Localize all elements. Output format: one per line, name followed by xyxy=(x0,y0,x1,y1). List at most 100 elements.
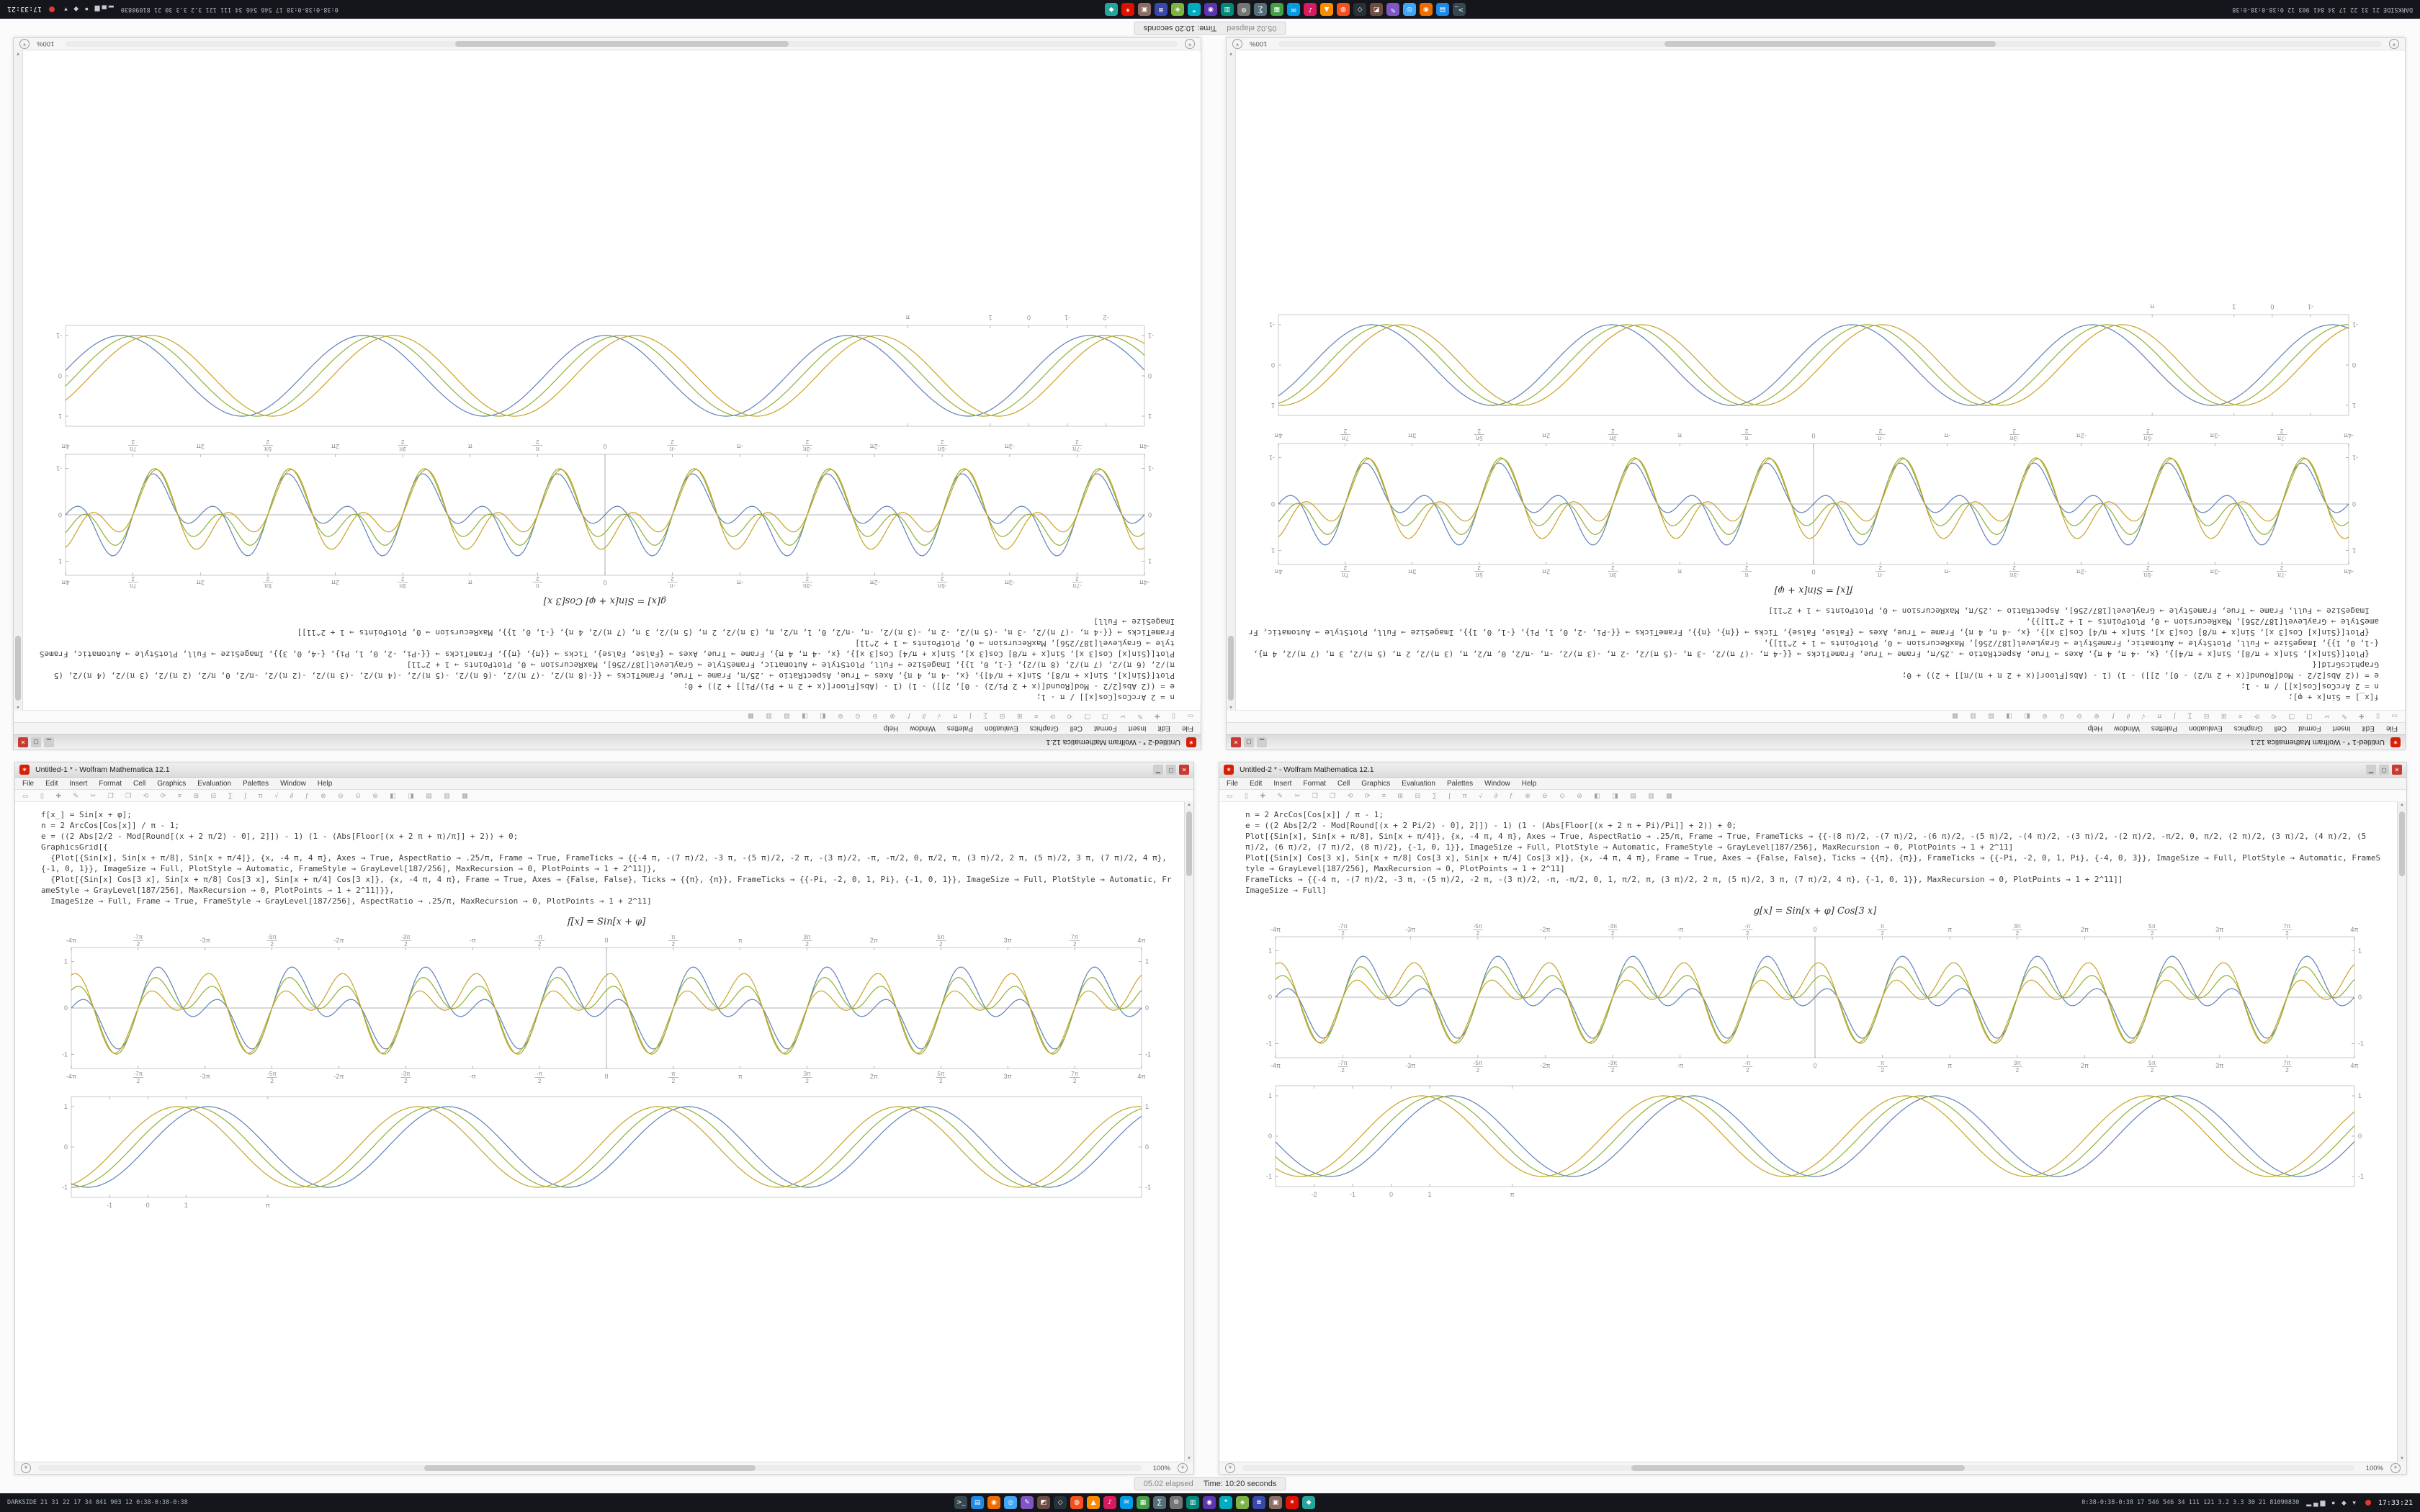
horizontal-scrollbar[interactable] xyxy=(1278,41,2382,47)
taskbar-icon-maps[interactable]: ◈ xyxy=(1170,3,1184,16)
menu-item[interactable]: Help xyxy=(1521,779,1537,788)
menu-item[interactable]: Insert xyxy=(69,779,88,788)
add-cell-button[interactable]: + xyxy=(1178,1463,1188,1473)
taskbar-icon-gimp[interactable]: ◩ xyxy=(1037,1496,1051,1509)
toolbar-icons[interactable]: ▭ ▯ ✚ ✎ ✂ ❐ ❒ ⟲ ⟳ ≡ ⊞ ⊟ ∑ ∫ π √ ∂ ƒ ⊕ ⊖ … xyxy=(22,791,473,799)
taskbar-icon-gimp[interactable]: ◩ xyxy=(1369,3,1383,16)
scrollbar-thumb[interactable] xyxy=(1228,636,1234,701)
taskbar-icon-archive[interactable]: ▣ xyxy=(1269,1496,1283,1509)
taskbar-icon-blender[interactable]: ◍ xyxy=(1070,1496,1084,1509)
menu-item[interactable]: File xyxy=(1181,724,1193,733)
menu-item[interactable]: Edit xyxy=(1250,779,1263,788)
taskbar-icon-wolfram[interactable]: ✶ xyxy=(1121,3,1134,16)
code-line[interactable]: {Plot[{Sin[x] Cos[3 x], Sin[x + π/8] Cos… xyxy=(41,875,1172,895)
menu-item[interactable]: Edit xyxy=(2362,724,2375,733)
code-line[interactable]: n = 2 ArcCos[Cos[x]] / π - 1; xyxy=(2240,682,2379,691)
maximize-button[interactable]: ▢ xyxy=(2379,765,2389,775)
menu-item[interactable]: Palettes xyxy=(1447,779,1474,788)
taskbar-icon-calendar[interactable]: ▦ xyxy=(1137,1496,1150,1509)
taskbar-icon-camera[interactable]: ◉ xyxy=(1204,3,1217,16)
code-line[interactable]: f[x_] = Sin[x + φ]; xyxy=(41,810,132,819)
menu-item[interactable]: File xyxy=(22,779,35,788)
scroll-up-icon[interactable]: ▲ xyxy=(1187,803,1191,807)
menu-item[interactable]: Window xyxy=(910,724,936,733)
taskbar-icon-files[interactable]: ▤ xyxy=(1435,3,1449,16)
code-line[interactable]: n = 2 ArcCos[Cos[x]] / π - 1; xyxy=(1036,693,1175,702)
menu-item[interactable]: Edit xyxy=(1157,724,1170,733)
code-line[interactable]: {Plot[{Sin[x], Sin[x + π/8], Sin[x + π/4… xyxy=(41,853,1172,873)
close-button[interactable]: ✕ xyxy=(1231,737,1241,747)
menu-item[interactable]: Graphics xyxy=(157,779,187,788)
add-cell-button[interactable]: + xyxy=(19,39,30,49)
menu-item[interactable]: Help xyxy=(2087,724,2103,733)
menu-item[interactable]: Help xyxy=(317,779,333,788)
code-line[interactable]: FrameTicks → {{-4 π, -(7 π)/2, -3 π, -(5… xyxy=(1245,875,2123,884)
taskbar-icon-settings[interactable]: ⚙ xyxy=(1170,1496,1183,1509)
taskbar-icon-inkscape[interactable]: ◇ xyxy=(1054,1496,1067,1509)
menu-item[interactable]: Graphics xyxy=(1029,724,1059,733)
scroll-down-icon[interactable]: ▼ xyxy=(16,51,20,55)
taskbar-icon-inkscape[interactable]: ◇ xyxy=(1353,3,1366,16)
taskbar-icon-editor[interactable]: ✎ xyxy=(1386,3,1399,16)
menu-item[interactable]: Insert xyxy=(1128,724,1147,733)
taskbar-icon-maps[interactable]: ◈ xyxy=(1236,1496,1250,1509)
tray-icons[interactable]: ▂▄▆ ● ◆ ▾ xyxy=(2306,1498,2358,1506)
close-button[interactable]: ✕ xyxy=(18,737,28,747)
menu-item[interactable]: Help xyxy=(883,724,899,733)
menu-item[interactable]: Graphics xyxy=(2233,724,2263,733)
status-menu-button[interactable]: + xyxy=(1225,1463,1235,1473)
taskbar-icon-files[interactable]: ▤ xyxy=(971,1496,985,1509)
taskbar-icon-music[interactable]: ♪ xyxy=(1303,3,1317,16)
menu-item[interactable]: Cell xyxy=(1337,779,1350,788)
taskbar-icon-vlc[interactable]: ▲ xyxy=(1087,1496,1101,1509)
menu-item[interactable]: Graphics xyxy=(1361,779,1391,788)
horizontal-scrollbar[interactable] xyxy=(1242,1465,2354,1471)
menu-item[interactable]: Evaluation xyxy=(1402,779,1435,788)
menu-item[interactable]: Window xyxy=(1484,779,1510,788)
code-line[interactable]: e = ((2 Abs[2/2 - Mod[Round[(x + 2 π/2) … xyxy=(41,832,519,841)
taskbar-icon-store[interactable]: ◆ xyxy=(1104,3,1118,16)
menu-item[interactable]: File xyxy=(1227,779,1239,788)
code-line[interactable]: ImageSize → Full, Frame → True, FrameSty… xyxy=(41,896,652,906)
hscroll-thumb[interactable] xyxy=(454,41,789,47)
titlebar[interactable]: ✶ Untitled-2 * - Wolfram Mathematica 12.… xyxy=(14,734,1201,750)
taskbar-icon-monitor[interactable]: ▥ xyxy=(1220,3,1234,16)
status-menu-button[interactable]: + xyxy=(21,1463,31,1473)
code-line[interactable]: {Plot[{Sin[x] Cos[3 x], Sin[x + π/8] Cos… xyxy=(1248,617,2379,637)
code-line[interactable]: n = 2 ArcCos[Cos[x]] / π - 1; xyxy=(1245,810,1384,819)
code-line[interactable]: e = ((2 Abs[2/2 - Mod[Round[(x + 2 Pi/2)… xyxy=(683,682,1175,691)
menu-item[interactable]: Format xyxy=(2298,724,2321,733)
scroll-down-icon[interactable]: ▼ xyxy=(1229,51,1233,55)
menu-item[interactable]: Evaluation xyxy=(197,779,231,788)
menu-item[interactable]: Format xyxy=(1303,779,1327,788)
add-cell-button[interactable]: + xyxy=(1232,39,1242,49)
vertical-scrollbar[interactable]: ▲ ▼ xyxy=(1184,801,1193,1462)
taskbar-icon-monitor[interactable]: ▥ xyxy=(1186,1496,1200,1509)
menu-item[interactable]: Insert xyxy=(1273,779,1292,788)
status-menu-button[interactable]: + xyxy=(1185,39,1195,49)
titlebar[interactable]: ✶ Untitled-2 * - Wolfram Mathematica 12.… xyxy=(1219,762,2406,778)
vertical-scrollbar[interactable]: ▲ ▼ xyxy=(14,50,23,711)
code-line[interactable]: ImageSize → Full, Frame → True, FrameSty… xyxy=(1768,606,2379,616)
titlebar[interactable]: ✶ Untitled-1 * - Wolfram Mathematica 12.… xyxy=(15,762,1193,778)
taskbar-icon-chromium[interactable]: ◎ xyxy=(1004,1496,1018,1509)
menu-item[interactable]: Palettes xyxy=(946,724,973,733)
taskbar-icon-chat[interactable]: ❝ xyxy=(1187,3,1201,16)
taskbar-icon-store[interactable]: ◆ xyxy=(1302,1496,1316,1509)
taskbar-icon-archive[interactable]: ▣ xyxy=(1137,3,1151,16)
code-line[interactable]: GraphicsGrid[{ xyxy=(41,842,108,852)
taskbar-icon-editor[interactable]: ✎ xyxy=(1021,1496,1034,1509)
tray-icons[interactable]: ▂▄▆ ● ◆ ▾ xyxy=(62,6,114,14)
menu-item[interactable]: Evaluation xyxy=(985,724,1018,733)
code-line[interactable]: Plot[{Sin[x], Sin[x + π/8], Sin[x + π/4]… xyxy=(49,660,1175,680)
minimize-button[interactable]: ▁ xyxy=(44,737,54,747)
taskbar-icon-calendar[interactable]: ▦ xyxy=(1270,3,1283,16)
menu-item[interactable]: Palettes xyxy=(2151,724,2177,733)
menu-item[interactable]: Edit xyxy=(45,779,58,788)
menu-item[interactable]: Format xyxy=(1093,724,1117,733)
taskbar-icon-calculator[interactable]: ∑ xyxy=(1253,3,1267,16)
taskbar-icon-docs[interactable]: ≣ xyxy=(1252,1496,1266,1509)
scrollbar-thumb[interactable] xyxy=(1186,811,1192,876)
maximize-button[interactable]: ▢ xyxy=(1166,765,1176,775)
minimize-button[interactable]: ▁ xyxy=(2366,765,2376,775)
